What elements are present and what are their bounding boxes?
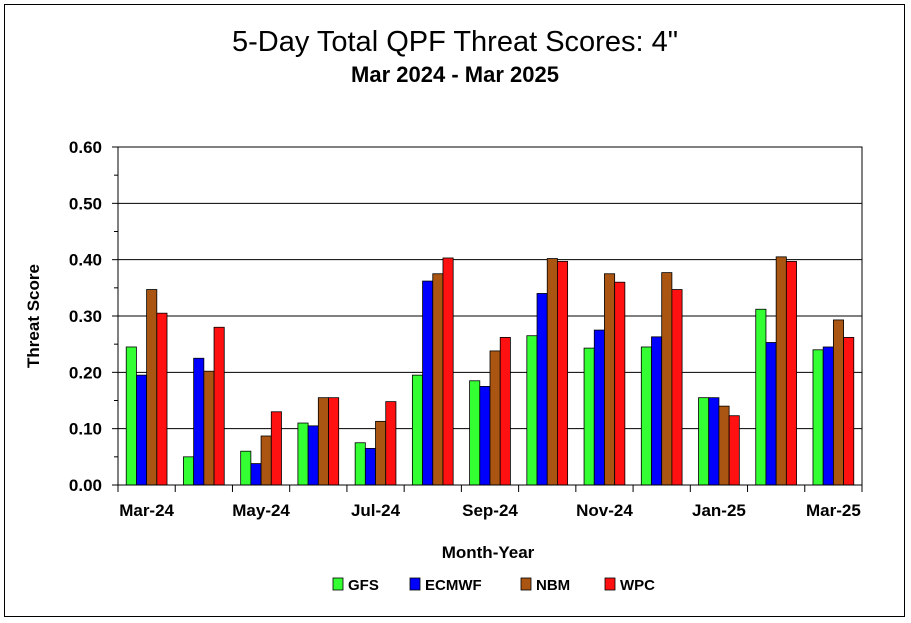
legend-label-wpc: WPC (620, 577, 655, 594)
bar-ecmwf-jul-24 (364, 447, 376, 486)
bar-ecmwf-feb-25 (765, 342, 777, 486)
x-tick-label: Sep-24 (462, 501, 518, 520)
x-tick-label: Jul-24 (351, 501, 401, 520)
y-tick-label: 0.50 (69, 194, 102, 213)
bar-gfs-mar-25 (812, 349, 824, 486)
bar-nbm-dec-24 (661, 272, 673, 486)
bar-nbm-aug-24 (432, 273, 444, 486)
y-tick-label: 0.30 (69, 307, 102, 326)
bar-nbm-jan-25 (718, 405, 730, 486)
bar-nbm-jul-24 (375, 420, 387, 486)
legend-label-ecmwf: ECMWF (425, 577, 482, 594)
bar-wpc-jun-24 (328, 397, 340, 486)
y-tick-label: 0.10 (69, 420, 102, 439)
bar-gfs-apr-24 (183, 456, 195, 486)
bar-nbm-mar-25 (832, 319, 844, 486)
x-tick-label: Mar-24 (119, 501, 174, 520)
y-tick-label: 0.40 (69, 251, 102, 270)
chart-title: 5-Day Total QPF Threat Scores: 4" (232, 26, 678, 58)
bar-gfs-feb-25 (755, 308, 767, 486)
bar-gfs-jan-25 (698, 397, 710, 486)
bar-wpc-mar-25 (843, 337, 855, 486)
legend-swatch-gfs (332, 577, 344, 591)
axes: 0.00 0.10 0.20 0.30 0.40 0.50 0.60 Mar-24 May-24… (69, 138, 863, 520)
bar-wpc-nov-24 (614, 281, 626, 486)
x-tick-label: May-24 (232, 501, 290, 520)
bar-nbm-apr-24 (203, 370, 215, 486)
bar-ecmwf-aug-24 (422, 280, 434, 486)
bar-gfs-aug-24 (411, 374, 423, 486)
bar-wpc-apr-24 (213, 326, 225, 486)
y-tick-label: 0.00 (69, 476, 102, 495)
bar-ecmwf-may-24 (250, 463, 262, 486)
bar-nbm-sep-24 (489, 350, 501, 486)
bars (125, 256, 855, 486)
bar-gfs-sep-24 (469, 380, 481, 486)
bar-wpc-aug-24 (442, 257, 454, 486)
bar-nbm-mar-24 (146, 289, 158, 486)
bar-gfs-dec-24 (640, 346, 652, 486)
bar-gfs-oct-24 (526, 335, 538, 486)
bar-nbm-may-24 (260, 435, 272, 486)
legend-swatch-wpc (604, 577, 616, 591)
bar-ecmwf-jan-25 (708, 397, 720, 486)
bar-wpc-feb-25 (785, 260, 797, 486)
bar-wpc-dec-24 (671, 289, 683, 486)
bar-ecmwf-nov-24 (593, 329, 605, 486)
bar-ecmwf-sep-24 (479, 386, 491, 486)
chart-subtitle: Mar 2024 - Mar 2025 (351, 62, 559, 87)
bar-gfs-jun-24 (297, 422, 309, 486)
x-tick-label: Nov-24 (576, 501, 633, 520)
bar-gfs-nov-24 (583, 347, 595, 486)
bar-ecmwf-mar-25 (822, 346, 834, 486)
bar-wpc-oct-24 (557, 260, 569, 486)
bar-wpc-sep-24 (499, 337, 511, 486)
legend: GFS ECMWF NBM WPC (332, 577, 655, 594)
bar-ecmwf-oct-24 (536, 293, 548, 486)
bar-wpc-mar-24 (156, 312, 168, 486)
x-axis-label: Month-Year (442, 543, 535, 562)
bar-wpc-jul-24 (385, 401, 397, 486)
bar-gfs-mar-24 (125, 346, 137, 486)
y-axis-label: Threat Score (24, 264, 43, 368)
bar-nbm-nov-24 (604, 273, 616, 486)
y-tick-label: 0.60 (69, 138, 102, 157)
legend-label-nbm: NBM (536, 577, 570, 594)
x-tick-label: Mar-25 (806, 501, 861, 520)
x-tick-label: Jan-25 (692, 501, 746, 520)
legend-swatch-nbm (520, 577, 532, 591)
bar-ecmwf-jun-24 (307, 425, 319, 486)
bar-gfs-may-24 (240, 450, 252, 486)
bar-nbm-oct-24 (546, 258, 558, 486)
bar-nbm-jun-24 (317, 397, 329, 486)
bar-nbm-feb-25 (775, 256, 787, 486)
legend-label-gfs: GFS (348, 577, 379, 594)
bar-gfs-jul-24 (354, 442, 366, 486)
y-tick-label: 0.20 (69, 363, 102, 382)
bar-wpc-may-24 (270, 411, 282, 486)
bar-wpc-jan-25 (728, 415, 740, 486)
bar-ecmwf-dec-24 (651, 336, 663, 486)
bar-ecmwf-mar-24 (136, 374, 148, 486)
legend-swatch-ecmwf (409, 577, 421, 591)
bar-ecmwf-apr-24 (193, 357, 205, 486)
